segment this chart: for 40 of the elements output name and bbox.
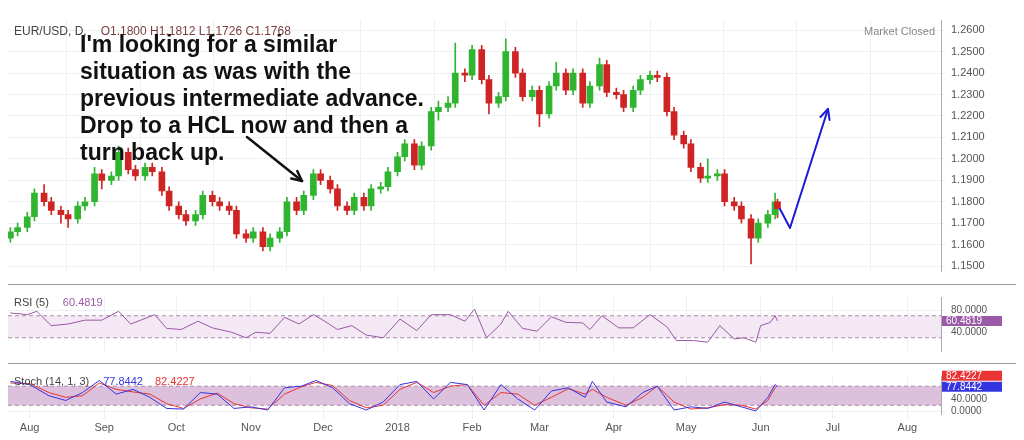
- y-tick-label: 1.2400: [951, 66, 985, 79]
- y-tick-label: 1.1700: [951, 216, 985, 229]
- annotation: Market Closed: [864, 24, 935, 37]
- y-tick-label: 1.2100: [951, 130, 985, 143]
- y-tick-label: 40.0000: [951, 326, 988, 338]
- x-tick-label: Oct: [167, 421, 185, 434]
- x-tick-label: Dec: [313, 421, 334, 434]
- y-tick-label: 1.1800: [951, 194, 985, 207]
- y-tick-label: 1.2600: [951, 23, 985, 36]
- annotation: 82.4227: [154, 375, 195, 388]
- y-tick-label: 1.1900: [951, 173, 985, 186]
- y-tick-label: 1.2500: [951, 44, 985, 57]
- y-tick-label: 1.2000: [951, 151, 985, 164]
- x-tick-label: May: [675, 421, 697, 434]
- x-tick-label: 2018: [385, 421, 410, 434]
- text: 60.4819: [946, 314, 983, 326]
- x-tick-label: Jun: [751, 421, 770, 434]
- annotation: 60.4819: [62, 296, 103, 309]
- y-tick-label: 1.1600: [951, 237, 985, 250]
- x-tick-label: Apr: [605, 421, 623, 434]
- y-tick-label: 1.1500: [951, 259, 985, 272]
- y-tick-label: 80.0000: [951, 303, 988, 315]
- y-tick-label: 1.2300: [951, 87, 985, 100]
- annotation: 77.8442: [103, 375, 143, 388]
- chart-title: EUR/USD, D,: [14, 23, 87, 38]
- x-tick-label: Jul: [825, 421, 840, 434]
- candlestick: [461, 68, 469, 83]
- text: 82.4227: [946, 369, 983, 381]
- x-tick-label: Feb: [462, 421, 482, 434]
- y-tick-label: 0.0000: [951, 405, 983, 417]
- y-tick-label: 1.2200: [951, 109, 985, 122]
- x-tick-label: Aug: [897, 421, 918, 434]
- x-tick-label: Aug: [19, 421, 40, 434]
- x-tick-label: Sep: [94, 421, 114, 434]
- chart-title: Stoch (14, 1, 3): [14, 375, 90, 388]
- x-tick-label: Nov: [241, 421, 262, 434]
- chart-title: RSI (5): [14, 296, 49, 309]
- x-tick-label: Mar: [529, 421, 550, 434]
- y-tick-label: 40.0000: [951, 392, 988, 404]
- text: 77.8442: [946, 380, 983, 392]
